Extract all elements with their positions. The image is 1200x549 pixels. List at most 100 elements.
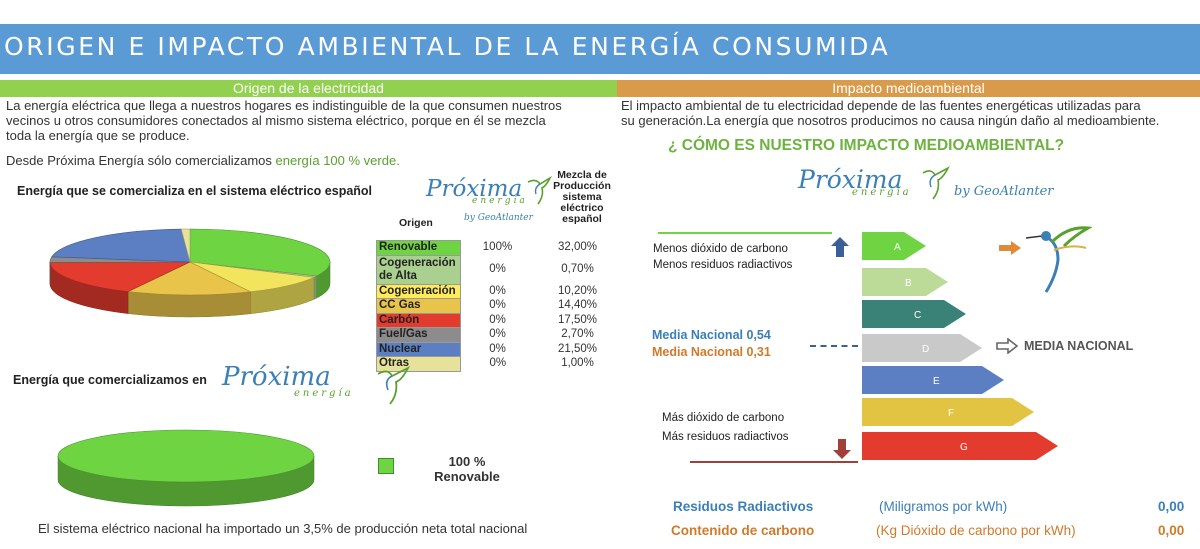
row-national: 1,00% <box>561 357 594 370</box>
row-ours: 0% <box>489 342 506 355</box>
row-ours: 0% <box>489 299 506 312</box>
origin-paragraph: La energía eléctrica que llega a nuestro… <box>6 98 616 143</box>
impact-question: ¿ CÓMO ES NUESTRO IMPACTO MEDIOAMBIENTAL… <box>668 137 1065 154</box>
rating-arrow-d <box>862 334 982 362</box>
table-row: Cogeneración 0% 10,20% <box>376 283 621 299</box>
table-row: Otras 0% 1,00% <box>376 356 621 372</box>
impact-paragraph: El impacto ambiental de tu electricidad … <box>621 98 1199 128</box>
row-national: 32,00% <box>557 241 597 254</box>
rating-letter: G <box>960 442 968 453</box>
proxima-logo-right: Próxima energía by GeoAtlanter <box>798 165 1078 209</box>
energy-rating-scale: A B C D E F G <box>862 232 1058 460</box>
rating-arrow-f <box>862 398 1034 426</box>
logo-brand: Próxima <box>798 165 903 194</box>
logo-by: by GeoAtlanter <box>954 184 1054 199</box>
mix-header-line: eléctrico <box>560 202 604 214</box>
row-national: 0,70% <box>561 263 594 275</box>
table-header-mix: Mezcla de Producción sistema eléctrico e… <box>544 170 620 225</box>
more-co2-label: Más dióxido de carbono <box>662 412 785 424</box>
rating-letter: E <box>933 376 940 387</box>
table-row: Nuclear 0% 21,50% <box>376 341 621 357</box>
rating-arrow-b <box>862 268 948 296</box>
pie-slice-renovable <box>189 228 331 277</box>
title-banner: ORIGEN E IMPACTO AMBIENTAL DE LA ENERGÍA… <box>0 24 1200 74</box>
row-national: 2,70% <box>561 328 594 341</box>
row-ours: 0% <box>489 357 507 370</box>
table-row: Renovable 100% 32,00% <box>376 240 621 256</box>
logo-by: by GeoAtlanter <box>464 213 533 223</box>
waste-unit: (Miligramos por kWh) <box>879 499 1008 514</box>
impact-paragraph-line: su generación.La energía que nosotros pr… <box>621 113 1160 128</box>
national-mix-pie-chart <box>49 228 331 318</box>
row-ours: 0% <box>489 328 506 341</box>
logo-brand: Próxima <box>222 362 331 392</box>
mix-header-line: Producción <box>553 180 611 192</box>
top-indicator-line <box>658 232 832 234</box>
waste-value: 0,00 <box>1158 499 1185 514</box>
import-footnote: El sistema eléctrico nacional ha importa… <box>38 521 528 536</box>
row-source: Carbón <box>376 312 461 328</box>
row-source: Cogeneración de Alta <box>376 254 461 285</box>
origin-paragraph-line: La energía eléctrica que llega a nuestro… <box>6 98 562 113</box>
arrow-right-orange-icon <box>999 241 1021 255</box>
pie-slice-cogeneraci-n <box>189 261 316 293</box>
hummingbird-icon <box>377 365 411 405</box>
rating-arrow-e <box>862 366 1004 394</box>
national-chart-title: Energía que se comercializa en el sistem… <box>17 184 373 198</box>
row-source: CC Gas <box>376 298 461 314</box>
rating-letter: F <box>948 408 954 419</box>
row-source: Otras <box>376 356 461 372</box>
logo-sub: energía <box>294 388 354 399</box>
energy-mix-table: Renovable 100% 32,00% Cogeneración de Al… <box>376 240 621 372</box>
section-header-origin: Origen de la electricidad <box>0 80 617 97</box>
row-source-line: Cogeneración <box>379 256 456 269</box>
row-source: Fuel/Gas <box>376 327 461 343</box>
mix-header-line: sistema <box>562 191 602 203</box>
mix-header-line: Mezcla de <box>557 169 607 181</box>
logo-brand: Próxima <box>426 176 523 202</box>
less-waste-label: Menos residuos radiactivos <box>653 259 793 271</box>
logo-sub: energía <box>472 196 528 206</box>
proxima-logo-small: Próxima energía <box>222 362 422 408</box>
table-row: Fuel/Gas 0% 2,70% <box>376 327 621 343</box>
pie-slice-nuclear <box>51 228 191 263</box>
arrow-up-icon <box>831 237 849 257</box>
offer-highlight: energía 100 % verde. <box>275 153 400 168</box>
row-ours: 0% <box>489 284 506 297</box>
rating-arrow-g <box>862 432 1058 460</box>
legend-value: 100 % <box>448 454 486 469</box>
table-row: CC Gas 0% 14,40% <box>376 298 621 314</box>
ours-chart-title: Energía que comercializamos en <box>13 373 207 387</box>
arrow-right-icon <box>996 338 1018 354</box>
legend-swatch-renovable <box>378 458 394 474</box>
rating-letter: D <box>922 344 929 355</box>
media-dashed-line <box>810 345 858 347</box>
mix-header-line: español <box>562 213 602 225</box>
arrow-down-icon <box>833 439 851 459</box>
offer-prefix: Desde Próxima Energía sólo comercializam… <box>6 153 276 168</box>
rating-letter: C <box>914 310 921 321</box>
row-national: 21,50% <box>557 342 597 355</box>
legend-renovable: 100 % Renovable <box>412 454 522 484</box>
media-nacional-label: MEDIA NACIONAL <box>1024 339 1134 353</box>
waste-label: Residuos Radiactivos <box>673 499 814 514</box>
hummingbird-icon <box>922 166 950 200</box>
origin-paragraph-line: toda la energía que se produce. <box>6 128 190 143</box>
legend-label: Renovable <box>434 469 500 484</box>
row-source: Nuclear <box>376 341 461 357</box>
bottom-indicator-line <box>690 461 858 463</box>
row-national: 17,50% <box>557 313 597 326</box>
pie-slice-carb-n <box>49 261 191 292</box>
hummingbird-icon <box>527 176 552 205</box>
rating-letter: A <box>894 242 901 253</box>
row-source: Renovable <box>376 240 461 256</box>
rating-arrow-a <box>862 232 926 260</box>
green-energy-statement: Desde Próxima Energía sólo comercializam… <box>6 153 400 168</box>
ours-mix-pie-chart <box>57 429 315 507</box>
more-waste-label: Más residuos radiactivos <box>662 431 789 443</box>
pie-slice-otras <box>180 228 191 263</box>
table-row: Cogeneración de Alta 0% 0,70% <box>376 254 621 285</box>
carbon-value: 0,00 <box>1158 523 1185 538</box>
row-source: Cogeneración <box>376 283 461 299</box>
media-nacional-orange: Media Nacional 0,31 <box>652 345 771 359</box>
